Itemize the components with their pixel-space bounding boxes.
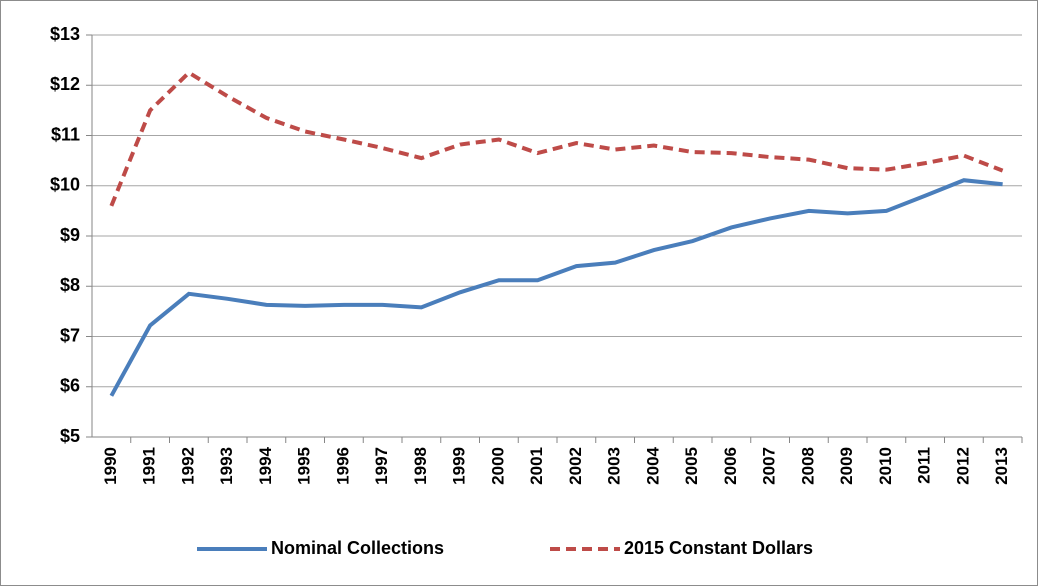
y-tick-label: $7: [60, 325, 80, 345]
x-tick-label: 1994: [256, 446, 275, 484]
x-tick-label: 2005: [682, 447, 701, 485]
x-tick-label: 1998: [411, 447, 430, 485]
legend-label: Nominal Collections: [271, 538, 444, 558]
y-tick-label: $6: [60, 376, 80, 396]
series-line: [109, 70, 1004, 207]
x-tick-label: 1997: [372, 447, 391, 485]
x-tick-label: 1995: [295, 447, 314, 485]
x-tick-label: 1991: [140, 447, 159, 485]
x-tick-label: 2002: [566, 447, 585, 485]
x-tick-label: 2012: [953, 447, 972, 485]
x-tick-label: 2010: [876, 447, 895, 485]
x-tick-label: 2007: [760, 447, 779, 485]
x-tick-label: 1999: [450, 447, 469, 485]
x-tick-label: 1996: [333, 447, 352, 485]
x-tick-label: 2000: [488, 447, 507, 485]
y-tick-label: $12: [50, 74, 80, 94]
y-tick-label: $10: [50, 175, 80, 195]
x-tick-label: 2003: [605, 447, 624, 485]
y-tick-label: $13: [50, 24, 80, 44]
y-tick-label: $5: [60, 426, 80, 446]
x-tick-label: 2008: [798, 447, 817, 485]
y-tick-label: $8: [60, 275, 80, 295]
series-line: [109, 178, 1003, 397]
x-tick-label: 2011: [915, 447, 934, 484]
x-tick-label: 1990: [101, 447, 120, 485]
x-tick-label: 2001: [527, 447, 546, 485]
x-tick-label: 2006: [721, 447, 740, 485]
y-tick-label: $9: [60, 225, 80, 245]
x-tick-label: 2004: [643, 446, 662, 484]
y-tick-label: $11: [51, 124, 80, 144]
x-tick-label: 2013: [992, 447, 1011, 485]
x-tick-label: 1993: [217, 447, 236, 485]
legend-label: 2015 Constant Dollars: [624, 538, 813, 558]
x-tick-label: 1992: [178, 447, 197, 485]
x-tick-label: 2009: [837, 447, 856, 485]
